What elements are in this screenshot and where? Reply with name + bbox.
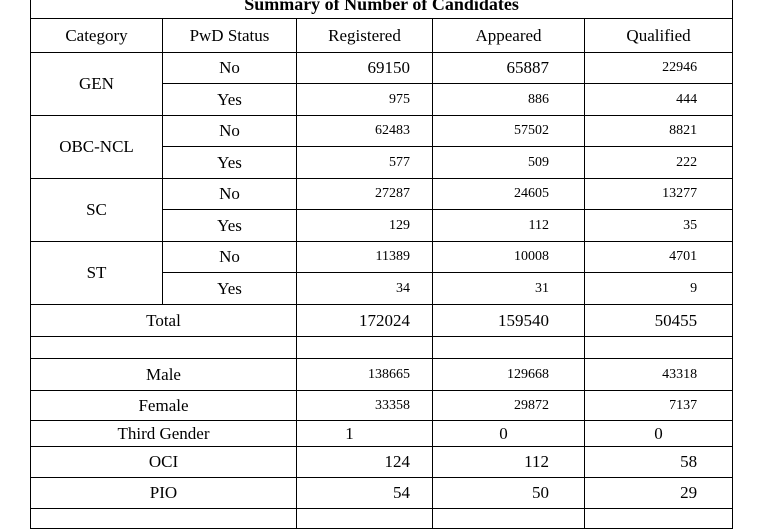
number-cell: 7137 [583, 390, 734, 421]
number-cell: 509 [432, 146, 585, 179]
number-cell: 577 [296, 146, 433, 179]
data-row: OBC-NCL No 62483 57502 8821 [30, 115, 734, 179]
pwd-cell: Yes [162, 146, 297, 179]
number-cell: 62483 [296, 115, 433, 147]
row-label: PIO [30, 477, 297, 509]
breakdown-row: OCI 124 112 58 [30, 446, 734, 478]
number-cell: 9 [583, 272, 734, 305]
title-row: Summary of Number of Candidates [29, 0, 734, 19]
column-header: Appeared [432, 18, 585, 53]
number-cell: 58 [583, 446, 734, 478]
row-label: OCI [30, 446, 297, 478]
number-cell: 33358 [296, 390, 433, 421]
number-cell: 0 [583, 420, 734, 447]
number-cell: 10008 [432, 241, 585, 273]
data-row: Yes 975 886 444 [31, 83, 734, 116]
number-cell: 57502 [432, 115, 585, 147]
empty-cell [583, 336, 734, 359]
number-cell: 35 [583, 209, 734, 242]
number-cell: 22946 [583, 52, 734, 84]
number-cell: 50455 [583, 304, 734, 337]
column-header: PwD Status [162, 18, 297, 53]
number-cell: 54 [296, 477, 433, 509]
number-cell: 129 [296, 209, 433, 242]
category-cell: GEN [30, 52, 163, 116]
number-cell: 4701 [583, 241, 734, 273]
data-row: ST No 11389 10008 4701 [30, 241, 734, 305]
category-cell: ST [30, 241, 163, 305]
empty-cell [30, 336, 297, 359]
number-cell: 8821 [583, 115, 734, 147]
number-cell: 886 [432, 83, 585, 116]
breakdown-row: PIO 54 50 29 [30, 477, 734, 509]
row-label: Third Gender [30, 420, 297, 447]
number-cell: 29 [583, 477, 734, 509]
number-cell: 27287 [296, 178, 433, 210]
number-cell: 29872 [432, 390, 585, 421]
pwd-cell: No [162, 115, 297, 147]
number-cell: 13277 [583, 178, 734, 210]
total-label: Total [30, 304, 297, 337]
column-header: Qualified [583, 18, 734, 53]
number-cell: 124 [296, 446, 433, 478]
table-title: Summary of Number of Candidates [29, 0, 734, 19]
pwd-cell: Yes [162, 83, 297, 116]
number-cell: 43318 [583, 358, 734, 391]
breakdown-row: Male 138665 129668 43318 [30, 358, 734, 391]
data-row: SC No 27287 24605 13277 [30, 178, 734, 242]
pwd-cell: Yes [162, 272, 297, 305]
number-cell: 50 [432, 477, 585, 509]
number-cell: 138665 [296, 358, 433, 391]
row-label: Male [30, 358, 297, 391]
page: Summary of Number of Candidates Category P… [29, 0, 734, 529]
summary-table: Summary of Number of Candidates Category P… [29, 0, 734, 529]
spacer-row [30, 336, 734, 359]
number-cell: 69150 [296, 52, 433, 84]
empty-cell [296, 336, 433, 359]
pwd-cell: No [162, 52, 297, 84]
number-cell: 1 [296, 420, 433, 447]
breakdown-row: Female 33358 29872 7137 [30, 390, 734, 421]
number-cell: 172024 [296, 304, 433, 337]
data-row: GEN No 69150 65887 22946 [30, 52, 734, 116]
number-cell: 112 [432, 209, 585, 242]
header-row: Category PwD Status Registered Appeared Qual… [30, 18, 734, 53]
breakdown-row: Third Gender 1 0 0 [30, 420, 734, 447]
number-cell: 112 [432, 446, 585, 478]
column-header: Category [30, 18, 163, 53]
data-row: Yes 34 31 9 [31, 272, 734, 305]
number-cell: 129668 [432, 358, 585, 391]
pwd-cell: No [162, 241, 297, 273]
number-cell: 159540 [432, 304, 585, 337]
number-cell: 222 [583, 146, 734, 179]
column-header: Registered [296, 18, 433, 53]
empty-cell [432, 336, 585, 359]
number-cell: 65887 [432, 52, 585, 84]
category-cell: OBC-NCL [30, 115, 163, 179]
total-row: Total 172024 159540 50455 [30, 304, 734, 337]
data-row: Yes 129 112 35 [31, 209, 734, 242]
number-cell: 34 [296, 272, 433, 305]
number-cell: 24605 [432, 178, 585, 210]
number-cell: 31 [432, 272, 585, 305]
row-label: Female [30, 390, 297, 421]
number-cell: 975 [296, 83, 433, 116]
pwd-cell: Yes [162, 209, 297, 242]
category-cell: SC [30, 178, 163, 242]
number-cell: 444 [583, 83, 734, 116]
data-row: Yes 577 509 222 [31, 146, 734, 179]
pwd-cell: No [162, 178, 297, 210]
number-cell: 0 [432, 420, 585, 447]
number-cell: 11389 [296, 241, 433, 273]
